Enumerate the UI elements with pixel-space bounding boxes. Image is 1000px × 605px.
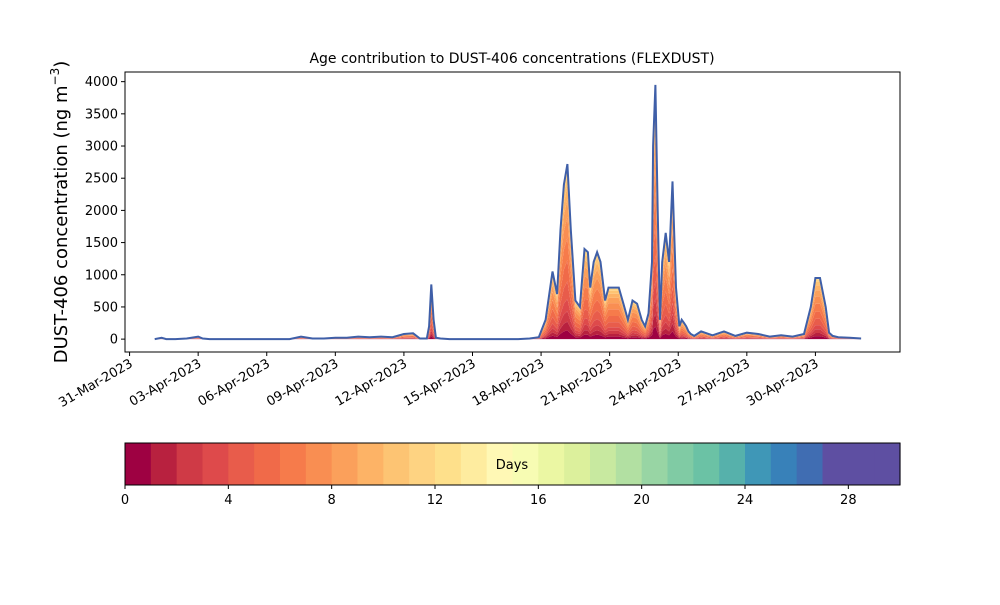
- colorbar-swatch: [667, 443, 694, 485]
- y-tick-label: 3000: [85, 140, 118, 155]
- colorbar-swatch: [719, 443, 746, 485]
- y-tick-label: 500: [93, 300, 118, 315]
- x-tick-label: 30-Apr-2023: [744, 356, 821, 409]
- svg-text:DUST-406 concentration (ng m−3: DUST-406 concentration (ng m−3): [48, 61, 72, 364]
- age-layer-8-9: [154, 135, 862, 340]
- colorbar-tick-label: 16: [530, 493, 547, 508]
- colorbar-swatch: [460, 443, 488, 485]
- colorbar-swatch: [641, 443, 669, 485]
- colorbar-swatch: [615, 443, 643, 485]
- area-layers: [154, 84, 862, 340]
- age-layer-7-8: [154, 161, 862, 340]
- colorbar-swatch: [874, 443, 901, 485]
- y-axis-ticks: 0 500 1000 1500 2000 2500 3000 3500 4000: [85, 75, 125, 348]
- colorbar-tick-label: 12: [427, 493, 444, 508]
- chart-title: Age contribution to DUST-406 concentrati…: [309, 51, 714, 67]
- colorbar-swatch: [176, 443, 204, 485]
- colorbar-swatch: [254, 443, 281, 485]
- colorbar-swatch: [693, 443, 720, 485]
- x-tick-label: 09-Apr-2023: [264, 356, 341, 409]
- colorbar-tick-label: 24: [737, 493, 754, 508]
- colorbar-swatch: [770, 443, 798, 485]
- age-layer-10-11: [154, 100, 862, 340]
- colorbar-swatch: [848, 443, 875, 485]
- y-axis-label-sup: −3: [48, 68, 62, 86]
- y-tick-label: 1000: [85, 268, 118, 283]
- y-tick-label: 4000: [85, 75, 118, 90]
- colorbar-swatch: [409, 443, 436, 485]
- age-layer-3-4: [154, 280, 862, 340]
- x-tick-label: 21-Apr-2023: [539, 356, 616, 409]
- colorbar-swatch: [150, 443, 178, 485]
- age-layer-12-13: [154, 84, 862, 340]
- age-layer-4-5: [154, 255, 862, 340]
- x-tick-label: 27-Apr-2023: [676, 356, 753, 409]
- y-axis-label: DUST-406 concentration (ng m−3): [48, 61, 72, 364]
- colorbar-swatch: [331, 443, 359, 485]
- colorbar-swatch: [486, 443, 514, 485]
- total-concentration-line: [154, 84, 862, 341]
- colorbar-swatch: [745, 443, 772, 485]
- colorbar-swatch: [538, 443, 565, 485]
- y-tick-label: 1500: [85, 236, 118, 251]
- colorbar-swatch: [383, 443, 410, 485]
- colorbar-swatch: [435, 443, 462, 485]
- y-tick-label: 2000: [85, 204, 118, 219]
- age-layer-11-12: [154, 90, 862, 340]
- y-axis-label-close: ): [51, 61, 72, 68]
- colorbar-swatch: [280, 443, 307, 485]
- age-layer-9-10: [154, 115, 862, 340]
- y-tick-label: 2500: [85, 172, 118, 187]
- colorbar-swatch: [357, 443, 384, 485]
- colorbar-swatch: [305, 443, 333, 485]
- colorbar-label: Days: [496, 458, 529, 473]
- age-layer-6-7: [154, 191, 862, 340]
- x-axis-ticks: 31-Mar-202303-Apr-202306-Apr-202309-Apr-…: [56, 352, 821, 411]
- x-tick-label: 06-Apr-2023: [196, 356, 273, 409]
- plot-frame: [124, 71, 901, 353]
- colorbar-swatch: [125, 443, 152, 485]
- colorbar: [125, 443, 901, 485]
- colorbar-tick-label: 8: [328, 493, 336, 508]
- colorbar-tick-label: 4: [224, 493, 232, 508]
- colorbar-swatch: [564, 443, 591, 485]
- colorbar-frame: [124, 442, 901, 486]
- colorbar-swatch: [796, 443, 824, 485]
- y-axis-label-main: DUST-406 concentration (ng m: [51, 85, 72, 363]
- colorbar-swatch: [822, 443, 849, 485]
- colorbar-swatch: [202, 443, 229, 485]
- x-tick-label: 31-Mar-2023: [56, 356, 135, 410]
- colorbar-tick-label: 20: [633, 493, 650, 508]
- x-tick-label: 12-Apr-2023: [333, 356, 410, 409]
- colorbar-tick-label: 28: [840, 493, 857, 508]
- y-tick-label: 0: [110, 333, 118, 348]
- y-tick-label: 3500: [85, 107, 118, 122]
- x-tick-label: 18-Apr-2023: [470, 356, 547, 409]
- colorbar-ticks: 0 4 8 12 16 20 24 28: [121, 485, 857, 508]
- x-tick-label: 24-Apr-2023: [607, 356, 684, 409]
- colorbar-swatch: [590, 443, 617, 485]
- age-layer-5-6: [154, 224, 862, 340]
- colorbar-tick-label: 0: [121, 493, 129, 508]
- colorbar-swatch: [512, 443, 539, 485]
- x-tick-label: 15-Apr-2023: [401, 356, 478, 409]
- x-tick-label: 03-Apr-2023: [127, 356, 204, 409]
- colorbar-swatch: [228, 443, 255, 485]
